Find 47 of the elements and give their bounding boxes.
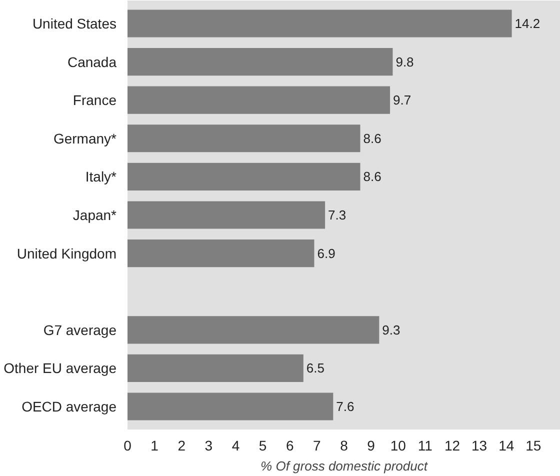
y-tick-label: United Kingdom — [16, 245, 117, 262]
bar — [128, 354, 304, 382]
data-label: 6.9 — [317, 246, 336, 261]
x-tick-label: 11 — [418, 438, 433, 454]
data-label: 7.3 — [328, 208, 346, 222]
data-label: 8.6 — [363, 130, 382, 146]
y-tick-label: Other EU average — [4, 360, 117, 376]
y-tick-label: Japan* — [72, 207, 118, 223]
data-label: 8.6 — [363, 169, 382, 184]
bar — [128, 124, 360, 152]
data-label: 7.6 — [336, 399, 354, 414]
y-tick-label: OECD average — [22, 398, 117, 415]
data-label: 9.8 — [396, 54, 414, 70]
x-tick-label: 3 — [204, 438, 213, 454]
x-tick-label: 0 — [124, 438, 132, 454]
y-tick-label: Canada — [67, 54, 117, 70]
bar — [128, 10, 512, 38]
x-tick-label: 5 — [258, 438, 267, 454]
x-tick-label: 14 — [498, 438, 514, 454]
bar — [128, 316, 380, 344]
x-tick-label: 13 — [472, 438, 488, 454]
x-axis-title: % Of gross domestic product — [260, 458, 429, 474]
x-tick-label: 10 — [390, 438, 406, 454]
bar — [128, 48, 393, 76]
data-label: 9.3 — [382, 322, 400, 338]
y-tick-label: Germany* — [53, 130, 118, 146]
y-tick-label: G7 average — [43, 322, 117, 338]
y-tick-label: United States — [32, 15, 117, 32]
data-label: 14.2 — [514, 16, 540, 31]
bar — [128, 162, 360, 190]
y-tick-label: Italy* — [85, 168, 118, 185]
bar — [128, 392, 334, 420]
data-label: 6.5 — [306, 360, 324, 376]
y-tick-label: France — [72, 92, 117, 108]
x-tick-label: 2 — [178, 438, 186, 454]
x-tick-label: 6 — [286, 438, 294, 454]
x-tick-label: 8 — [340, 438, 348, 454]
bar — [128, 201, 326, 229]
x-tick-label: 1 — [150, 438, 159, 454]
x-tick-label: 4 — [232, 438, 240, 454]
x-tick-label: 9 — [367, 438, 376, 454]
bar — [128, 240, 314, 268]
x-tick-label: 15 — [526, 438, 542, 454]
data-label: 9.7 — [393, 92, 412, 108]
x-tick-label: 12 — [444, 438, 460, 454]
bar — [128, 86, 390, 114]
x-tick-label: 7 — [313, 438, 322, 454]
